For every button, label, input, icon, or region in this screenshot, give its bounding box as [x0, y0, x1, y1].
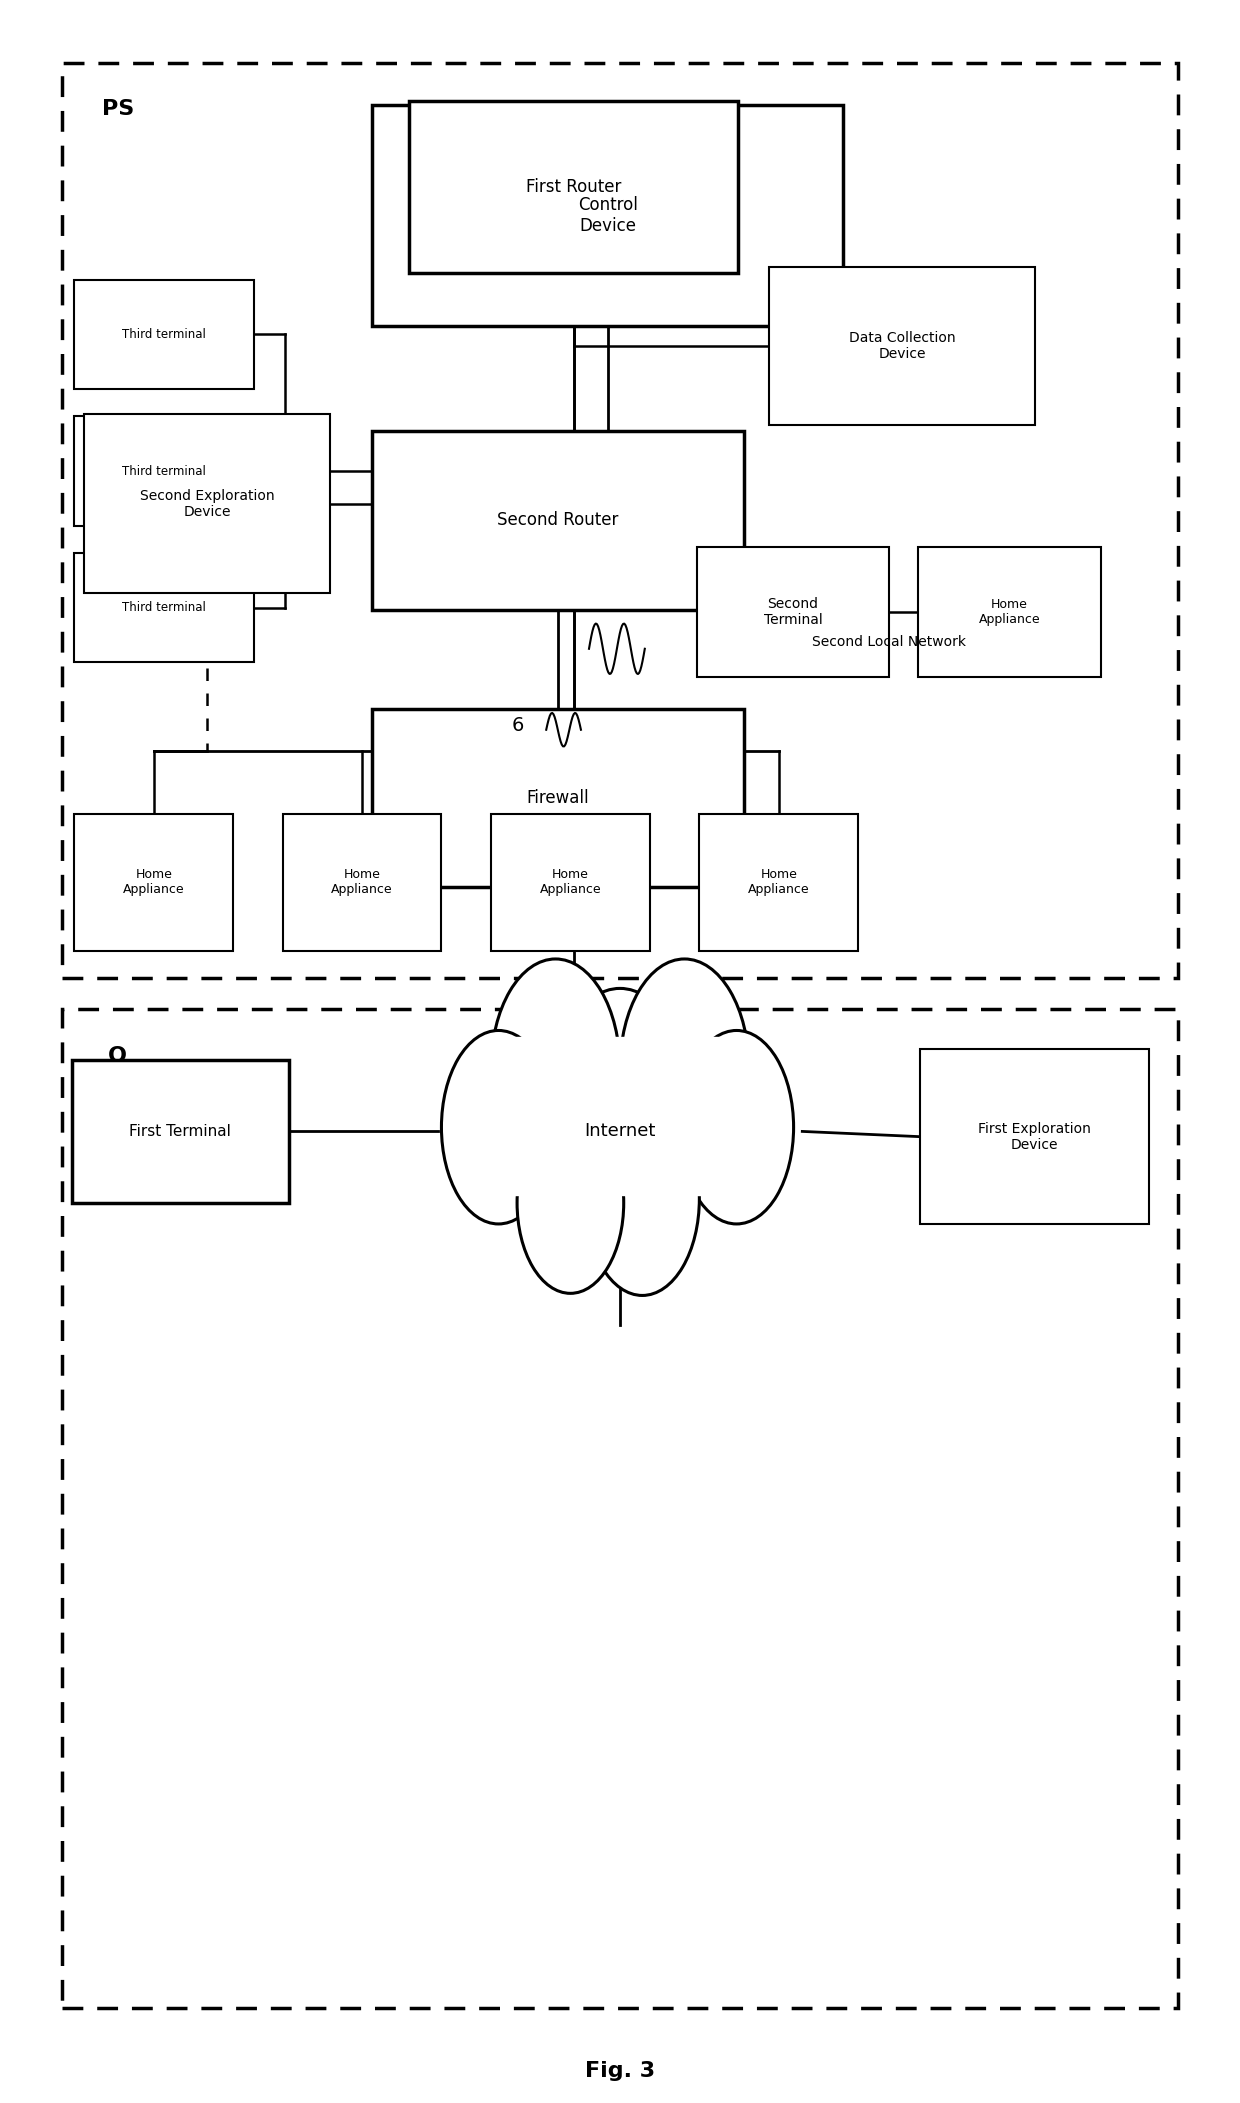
Circle shape [548, 988, 692, 1232]
Text: Home
Appliance: Home Appliance [123, 869, 185, 896]
Text: Internet: Internet [584, 1123, 656, 1140]
FancyBboxPatch shape [769, 267, 1035, 425]
FancyBboxPatch shape [918, 547, 1101, 677]
Text: Fig. 3: Fig. 3 [585, 2061, 655, 2082]
Circle shape [680, 1030, 794, 1224]
FancyBboxPatch shape [74, 280, 254, 389]
Circle shape [491, 959, 620, 1178]
FancyBboxPatch shape [409, 101, 738, 273]
Text: 6: 6 [512, 715, 523, 736]
Text: First Exploration
Device: First Exploration Device [978, 1121, 1091, 1152]
FancyBboxPatch shape [372, 709, 744, 887]
FancyBboxPatch shape [84, 414, 330, 593]
Text: Second
Terminal: Second Terminal [764, 597, 822, 627]
FancyBboxPatch shape [283, 814, 441, 951]
Circle shape [620, 959, 749, 1178]
Circle shape [517, 1112, 624, 1293]
Text: Third terminal: Third terminal [123, 601, 206, 614]
FancyBboxPatch shape [62, 1009, 1178, 2008]
Text: First Terminal: First Terminal [129, 1123, 232, 1140]
Text: O: O [108, 1045, 128, 1066]
FancyBboxPatch shape [372, 105, 843, 326]
Text: Firewall: Firewall [527, 789, 589, 808]
Text: Home
Appliance: Home Appliance [331, 869, 393, 896]
Circle shape [441, 1030, 556, 1224]
Text: First Router: First Router [526, 179, 621, 196]
FancyBboxPatch shape [920, 1049, 1149, 1224]
FancyBboxPatch shape [491, 814, 650, 951]
Circle shape [585, 1102, 699, 1295]
Text: Home
Appliance: Home Appliance [748, 869, 810, 896]
Text: Home
Appliance: Home Appliance [539, 869, 601, 896]
Text: Third terminal: Third terminal [123, 465, 206, 477]
FancyBboxPatch shape [74, 553, 254, 662]
Text: Data Collection
Device: Data Collection Device [849, 330, 955, 362]
FancyBboxPatch shape [697, 547, 889, 677]
FancyBboxPatch shape [74, 814, 233, 951]
Text: Second Router: Second Router [497, 511, 619, 530]
Text: Control
Device: Control Device [578, 196, 637, 236]
FancyBboxPatch shape [372, 431, 744, 610]
FancyBboxPatch shape [72, 1060, 289, 1203]
Text: PS: PS [102, 99, 134, 120]
FancyBboxPatch shape [699, 814, 858, 951]
FancyBboxPatch shape [62, 63, 1178, 978]
Text: Home
Appliance: Home Appliance [978, 597, 1040, 627]
Text: Second Local Network: Second Local Network [812, 635, 966, 650]
FancyBboxPatch shape [74, 416, 254, 526]
Text: Third terminal: Third terminal [123, 328, 206, 341]
Polygon shape [498, 1037, 742, 1195]
Text: Second Exploration
Device: Second Exploration Device [140, 488, 274, 519]
